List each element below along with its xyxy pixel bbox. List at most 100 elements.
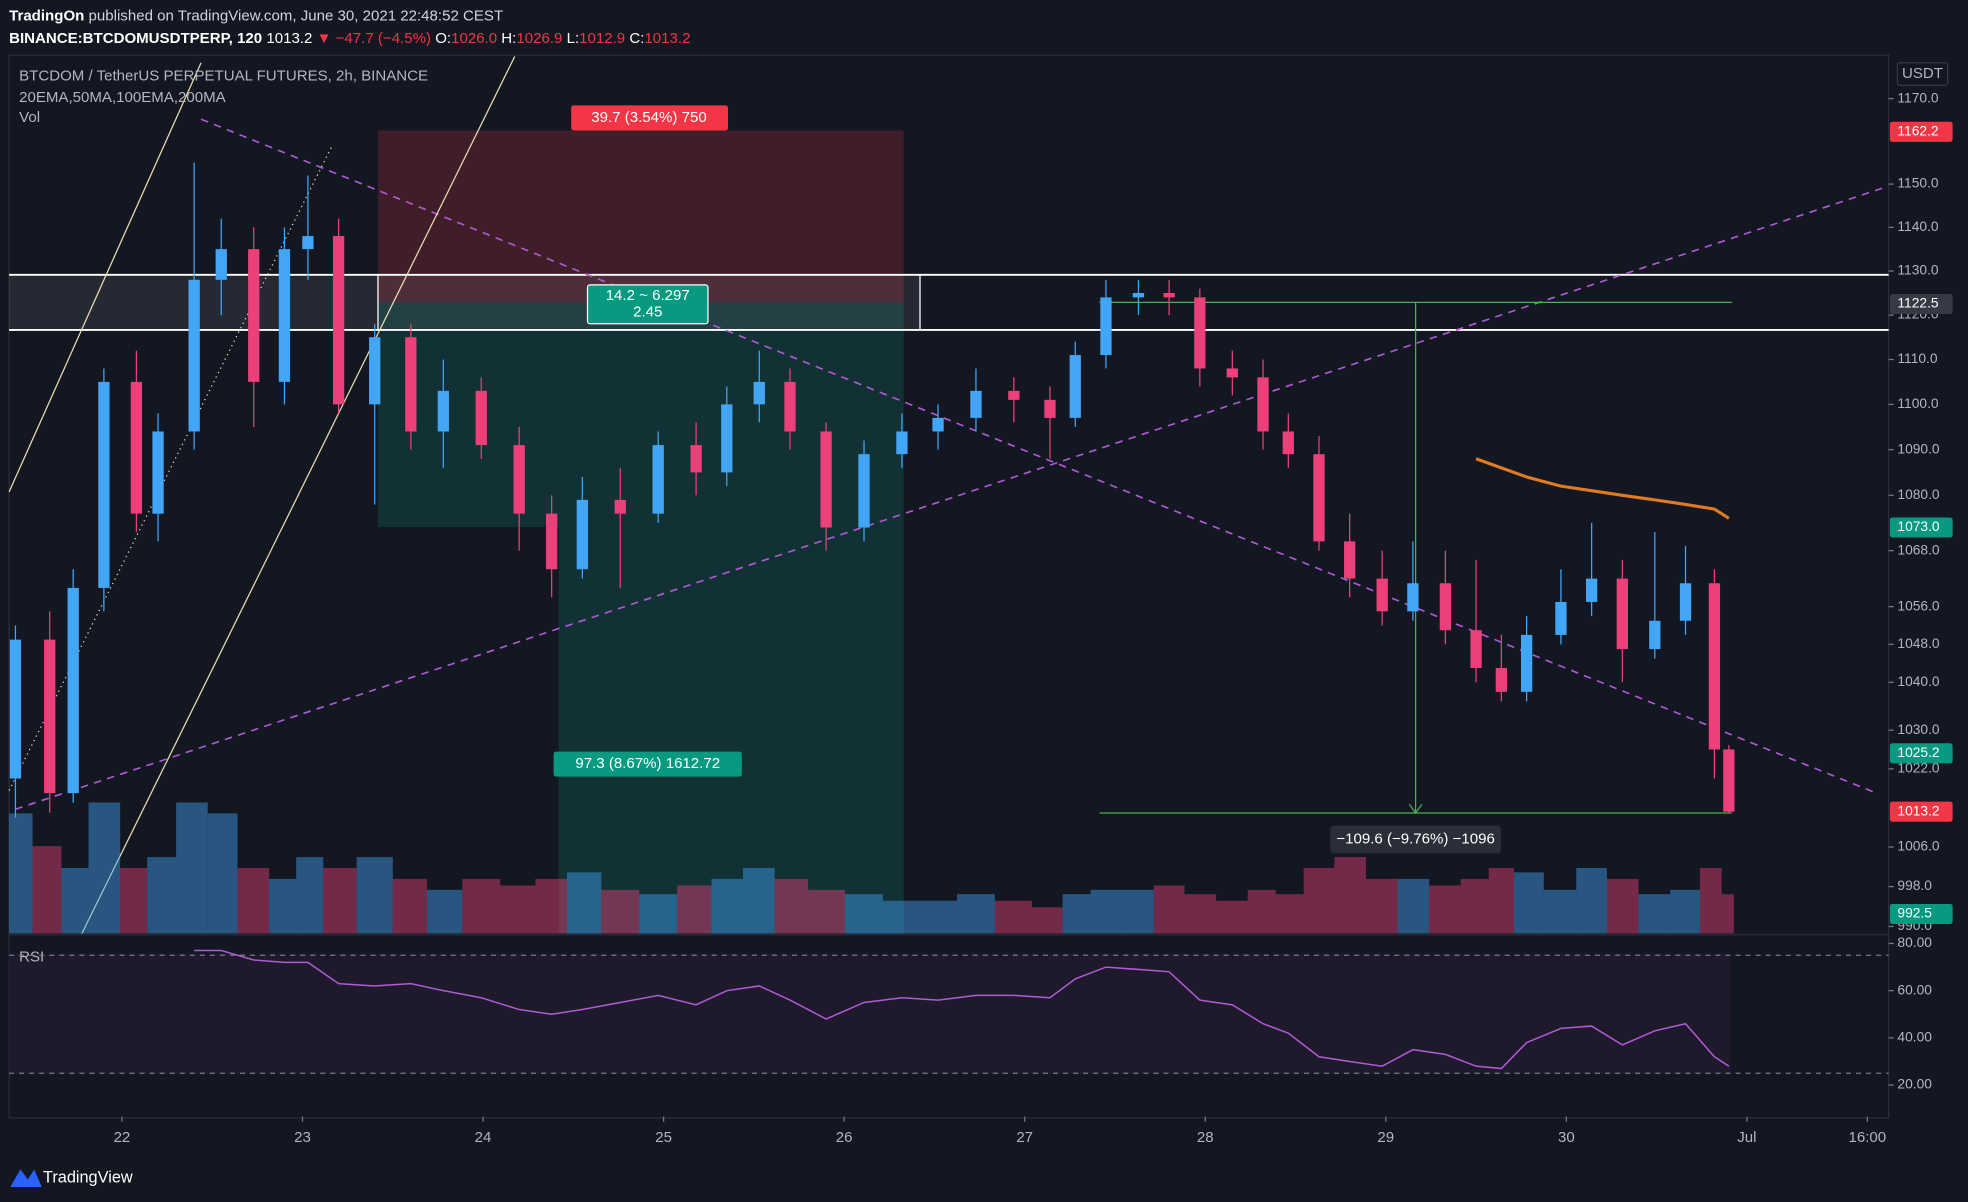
volume-bar: [61, 867, 89, 934]
annotations: 39.7 (3.54%) 750 14.2 ~ 6.297 2.45 97.3 …: [553, 105, 1501, 854]
candle-body: [784, 381, 796, 432]
candle-body: [1069, 355, 1081, 418]
price-label: 1162.2: [1897, 123, 1938, 138]
volume-bar: [1275, 894, 1304, 934]
volume-bar: [1460, 878, 1489, 934]
volume-bar: [237, 867, 270, 934]
volume-bar: [176, 802, 208, 934]
candle-body: [932, 417, 944, 432]
candle-body: [130, 381, 143, 514]
volume-bar: [9, 813, 33, 934]
target-zone-extension: [558, 526, 904, 934]
volume-bar: [296, 857, 324, 934]
volume-bar: [743, 867, 775, 934]
price-label-box: [1889, 121, 1953, 142]
y-tick-label: 1030.0: [1897, 722, 1940, 737]
measure-arrowhead: [1408, 803, 1423, 815]
channel-line: [8, 62, 202, 493]
volume-bar: [462, 878, 501, 934]
candle-body: [1585, 578, 1598, 602]
volume-bar: [994, 900, 1032, 934]
volume-bar: [1090, 889, 1123, 934]
price-label-box: [1889, 801, 1953, 822]
reward-label: 97.3 (8.67%) 1612.72: [575, 755, 720, 772]
y-tick-label: 1048.0: [1897, 636, 1940, 651]
volume-bar: [919, 900, 957, 934]
y-tick-label: 998.0: [1897, 878, 1932, 893]
candle-body: [753, 381, 765, 405]
candle-body: [858, 454, 870, 528]
candle-body: [152, 431, 164, 514]
candle-body: [1649, 620, 1661, 650]
volume-bar: [207, 813, 238, 934]
x-tick-label: 30: [1558, 1129, 1575, 1146]
rsi-line: [194, 949, 1730, 1070]
volume-bar: [1031, 907, 1063, 934]
y-tick-label: 1150.0: [1897, 176, 1939, 191]
candle-body: [1407, 583, 1419, 612]
candle-body: [1344, 541, 1356, 579]
candle-body: [215, 249, 227, 280]
reward-box: [553, 751, 742, 777]
y-tick-label: 1022.0: [1897, 760, 1940, 775]
candle-body: [67, 587, 79, 794]
y-tick-label: 1068.0: [1897, 542, 1940, 557]
candle-body: [652, 445, 664, 514]
stop-zone: [377, 130, 904, 303]
candle-body: [188, 279, 200, 432]
volume-bar: [1638, 894, 1671, 934]
volume-bar: [1543, 889, 1577, 934]
target-zone: [377, 302, 904, 527]
y-tick-label: 1130.0: [1897, 263, 1939, 278]
volume-bar: [956, 894, 995, 934]
volume-bar: [639, 894, 678, 934]
volume-bar: [32, 846, 62, 934]
rsi-tick-label: 20.00: [1897, 1077, 1932, 1092]
range-box: [9, 274, 921, 330]
volume-bar: [269, 878, 297, 934]
volume-bar: [356, 857, 393, 934]
x-tick-label: 27: [1016, 1129, 1033, 1146]
l-key: L:: [567, 30, 580, 47]
candle-body: [1470, 630, 1482, 669]
volume-bar: [1513, 872, 1544, 934]
candle-body: [1439, 583, 1452, 631]
y-tick-label: 1080.0: [1897, 487, 1940, 502]
volume-bar: [1670, 889, 1700, 934]
volume-bar: [1247, 889, 1276, 934]
candle-body: [1679, 583, 1692, 621]
volume-bar: [1334, 857, 1366, 934]
x-tick-label: 24: [475, 1129, 492, 1146]
rsi-tick-label: 80.00: [1897, 935, 1932, 950]
candle-body: [1132, 292, 1145, 298]
measure-label: −109.6 (−9.76%) −1096: [1336, 830, 1495, 847]
risk-label: 39.7 (3.54%) 750: [591, 109, 706, 126]
y-tick-label: 1006.0: [1897, 839, 1940, 854]
volume-bar: [601, 889, 640, 934]
candle-body: [1194, 297, 1206, 369]
l-value: 1012.9: [579, 30, 625, 47]
moving-average: [1475, 457, 1730, 520]
candle-body: [1376, 578, 1388, 612]
candle-body: [369, 337, 381, 405]
ratio-label: 14.2 ~ 6.297: [606, 287, 690, 304]
volume-bar: [1429, 885, 1461, 934]
candle-body: [1100, 297, 1112, 356]
volume-bar: [1303, 867, 1335, 934]
candle-body: [1555, 601, 1567, 635]
footer: TradingView: [10, 1168, 133, 1187]
candle-body: [513, 445, 525, 514]
volume-bar: [1576, 867, 1607, 934]
y-tick-label: 1040.0: [1897, 674, 1940, 689]
candle-body: [721, 404, 733, 473]
volume-bar: [427, 889, 463, 934]
y-tick-label: 1056.0: [1897, 598, 1940, 613]
header: TradingOn published on TradingView.com, …: [9, 7, 690, 47]
volume-bar: [1153, 885, 1185, 934]
y-tick-label: 1170.0: [1897, 90, 1939, 105]
volume-label: Vol: [19, 109, 40, 126]
volume-bar: [392, 878, 428, 934]
x-tick-label: 29: [1377, 1129, 1394, 1146]
marks: 1170.01150.01140.01130.01120.01110.01100…: [9, 90, 1953, 1146]
